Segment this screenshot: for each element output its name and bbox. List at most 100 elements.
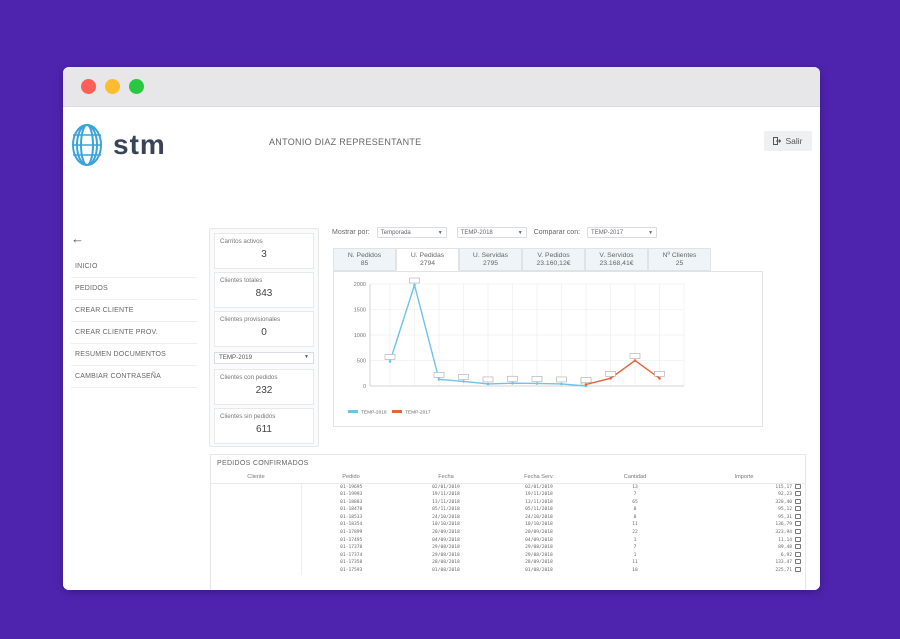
pedido-cell: 01-18478 xyxy=(340,507,363,513)
importe-cell: 95,31 xyxy=(683,513,805,522)
nav-item-cambiar-contrasena[interactable]: CAMBIAR CONTRASEÑA xyxy=(71,366,197,388)
tab-u-pedidas[interactable]: U. Pedidas 2794 xyxy=(396,248,459,271)
app-page: stm ANTONIO DIAZ REPRESENTANTE Salir ← I… xyxy=(63,107,820,590)
data-point[interactable] xyxy=(633,359,637,362)
series-line xyxy=(585,359,660,386)
nav-item-resumen-documentos[interactable]: RESUMEN DOCUMENTOS xyxy=(71,344,197,366)
data-point[interactable] xyxy=(560,382,563,386)
y-tick-label: 1000 xyxy=(354,333,366,339)
stat-value: 0 xyxy=(261,327,267,338)
printer-icon[interactable] xyxy=(795,567,801,573)
data-point[interactable] xyxy=(658,377,661,380)
table-row[interactable]: 01-18533 24/10/2018 24/10/2018 8 95,31 xyxy=(211,513,805,522)
printer-icon[interactable] xyxy=(795,498,801,504)
data-point-marker[interactable] xyxy=(580,377,592,383)
data-point[interactable] xyxy=(413,283,416,287)
printer-icon[interactable] xyxy=(795,544,801,550)
logout-button[interactable]: Salir xyxy=(764,131,812,151)
data-point-marker[interactable] xyxy=(629,353,641,359)
table-row[interactable]: 01-17593 01/08/2018 01/08/2018 18 225,71 xyxy=(211,567,805,575)
season-select[interactable]: TEMP-2019 ▼ xyxy=(214,352,314,364)
table-row[interactable]: 01-18478 05/11/2018 05/11/2018 8 95,12 xyxy=(211,506,805,514)
nav-item-inicio[interactable]: INICIO xyxy=(71,256,197,278)
data-point-marker[interactable] xyxy=(433,372,445,378)
tab-v-pedidos[interactable]: V. Pedidos 23.160,12€ xyxy=(522,248,585,271)
cliente-cell xyxy=(211,567,302,575)
tab-value: 25 xyxy=(675,260,684,268)
pedido-cell: 01-17899 xyxy=(340,530,363,536)
importe-value: 95,31 xyxy=(778,514,792,520)
data-point[interactable] xyxy=(486,382,490,386)
cliente-cell xyxy=(211,536,302,545)
data-point[interactable] xyxy=(584,383,588,386)
mostrar-select[interactable]: Temporada ▼ xyxy=(376,227,447,238)
fecha-serv-cell: 02/01/2019 xyxy=(525,484,553,490)
comparar-select[interactable]: TEMP-2017 ▼ xyxy=(587,227,658,238)
data-point-marker[interactable] xyxy=(409,277,420,284)
importe-value: 115,17 xyxy=(775,484,792,490)
printer-icon[interactable] xyxy=(795,483,801,489)
data-point[interactable] xyxy=(462,380,465,383)
importe-cell: 6,92 xyxy=(683,551,805,560)
orders-panel: PEDIDOS CONFIRMADOS Cliente Pedido Fecha… xyxy=(210,454,806,590)
column-header: Cliente xyxy=(211,472,301,484)
importe-value: 136,79 xyxy=(775,522,792,528)
nav-item-pedidos[interactable]: PEDIDOS xyxy=(71,278,197,300)
table-row[interactable]: 01-18354 10/10/2018 10/10/2018 11 136,79 xyxy=(211,521,805,530)
brand-logo[interactable]: stm xyxy=(71,123,166,167)
printer-icon[interactable] xyxy=(795,506,801,512)
printer-icon[interactable] xyxy=(795,513,801,519)
data-point[interactable] xyxy=(437,378,441,381)
stat-value: 843 xyxy=(255,288,273,299)
printer-icon[interactable] xyxy=(795,536,801,542)
data-point-marker[interactable] xyxy=(605,371,616,377)
data-point-marker[interactable] xyxy=(507,375,518,382)
data-point[interactable] xyxy=(388,360,392,363)
legend-swatch xyxy=(348,410,358,413)
data-point-marker[interactable] xyxy=(458,374,469,380)
fecha-serv-cell: 10/10/2018 xyxy=(525,522,553,528)
data-point[interactable] xyxy=(511,381,514,385)
printer-icon[interactable] xyxy=(795,529,801,535)
table-row[interactable]: 01-17374 29/08/2018 29/08/2018 1 6,92 xyxy=(211,551,805,560)
table-row[interactable]: 01-17378 29/08/2018 29/08/2018 7 89,48 xyxy=(211,544,805,552)
importe-value: 133,47 xyxy=(775,560,792,566)
data-point-marker[interactable] xyxy=(531,376,543,382)
importe-cell: 136,79 xyxy=(683,521,805,529)
table-row[interactable]: 01-19993 19/11/2018 19/11/2018 7 92,23 xyxy=(211,491,805,499)
importe-value: 323,94 xyxy=(775,530,792,536)
close-window-button[interactable] xyxy=(81,79,96,94)
table-row[interactable]: 01-17899 20/09/2018 20/09/2018 22 323,94 xyxy=(211,529,805,537)
back-arrow-icon[interactable]: ← xyxy=(71,231,84,246)
table-row[interactable]: 01-18883 13/11/2018 13/11/2018 65 320,40 xyxy=(211,498,805,507)
printer-icon[interactable] xyxy=(795,521,801,527)
pedido-cell: 01-17593 xyxy=(340,568,363,574)
tab-label: U. Pedidas xyxy=(410,252,445,259)
table-row[interactable]: 01-17495 04/09/2018 04/09/2018 1 11,14 xyxy=(211,536,805,545)
printer-icon[interactable] xyxy=(795,551,801,557)
printer-icon[interactable] xyxy=(795,559,801,565)
data-point-marker[interactable] xyxy=(654,371,665,377)
tab-n-clientes[interactable]: Nº Clientes 25 xyxy=(648,248,711,271)
importe-value: 6,92 xyxy=(780,552,792,558)
data-point[interactable] xyxy=(609,377,612,380)
data-point-marker[interactable] xyxy=(482,376,494,383)
data-point[interactable] xyxy=(535,382,539,385)
pedido-cell: 01-18354 xyxy=(340,522,363,528)
data-point-marker[interactable] xyxy=(556,376,567,383)
data-point-marker[interactable] xyxy=(384,354,396,360)
tab-v-servidos[interactable]: V. Servidos 23.168,41€ xyxy=(585,248,648,271)
orders-table: Cliente Pedido Fecha Fecha Serv. Cantida… xyxy=(211,472,805,575)
tab-n-pedidos[interactable]: N. Pedidos 85 xyxy=(333,248,396,271)
minimize-window-button[interactable] xyxy=(105,79,120,94)
printer-icon[interactable] xyxy=(795,491,801,497)
season-compare-select[interactable]: TEMP-2018 ▼ xyxy=(456,227,527,238)
table-row[interactable]: 01-19695 02/01/2019 02/01/2019 13 115,17 xyxy=(211,483,805,492)
maximize-window-button[interactable] xyxy=(129,79,144,94)
nav-item-crear-cliente[interactable]: CREAR CLIENTE xyxy=(71,300,197,322)
tab-u-servidas[interactable]: U. Servidas 2795 xyxy=(459,248,522,271)
nav-item-crear-cliente-prov[interactable]: CREAR CLIENTE PROV. xyxy=(71,322,197,344)
cantidad-cell: 1 xyxy=(633,537,637,543)
table-row[interactable]: 01-17358 28/08/2018 28/09/2018 11 133,47 xyxy=(211,559,805,568)
fecha-serv-cell: 29/08/2018 xyxy=(525,552,553,558)
